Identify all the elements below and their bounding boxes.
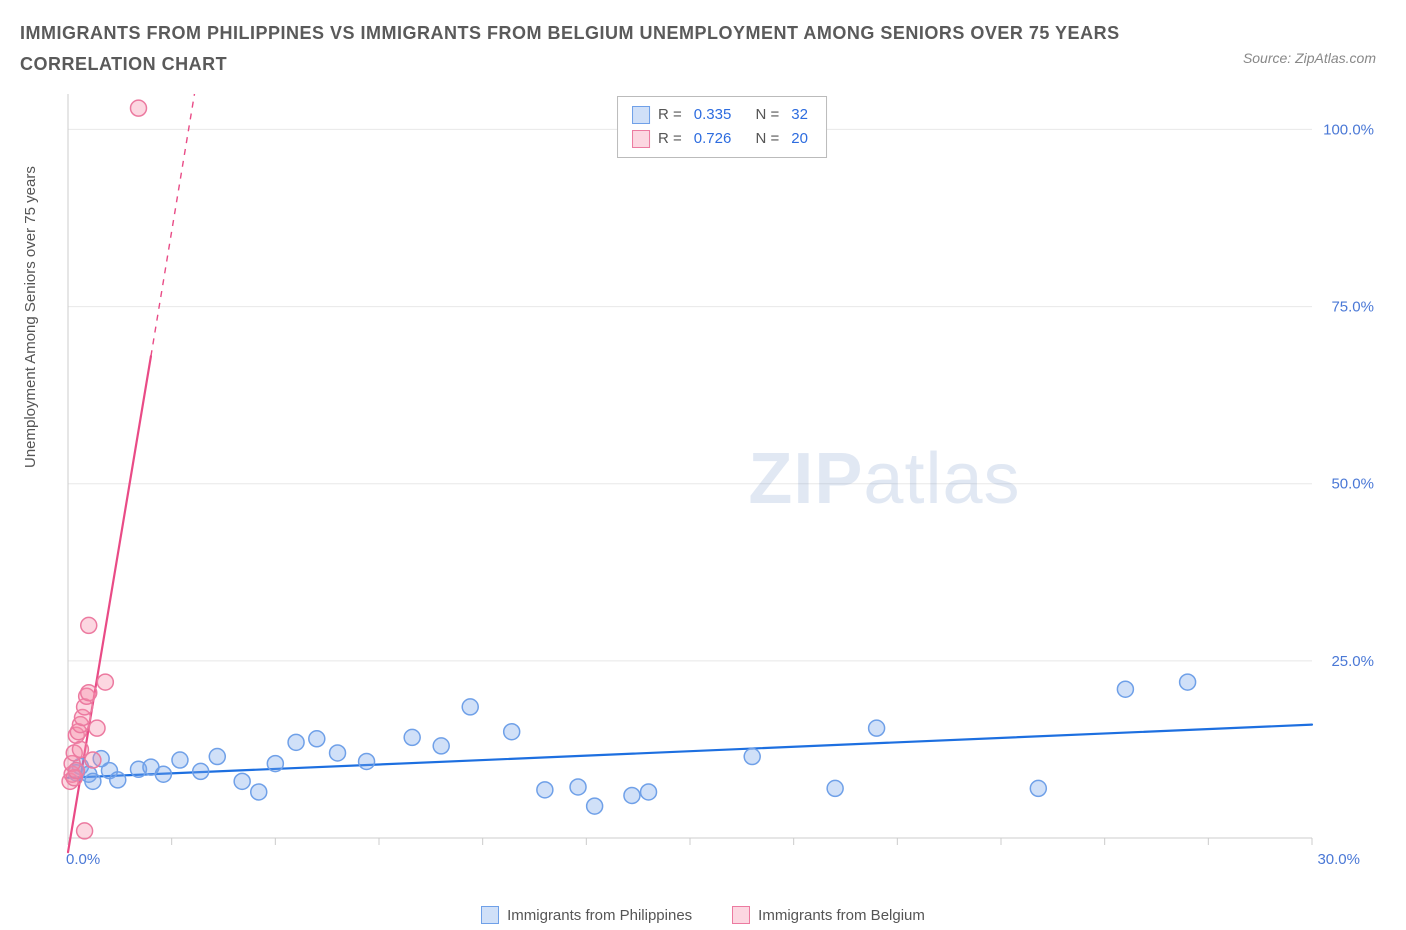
legend-label-belgium: Immigrants from Belgium — [758, 907, 925, 924]
legend-item-philippines: Immigrants from Philippines — [481, 906, 692, 924]
n-label: N = — [756, 127, 780, 151]
swatch-belgium — [632, 130, 650, 148]
scatter-plot: 25.0% 50.0% 75.0% 100.0% 0.0% 30.0% R = 0.335… — [62, 90, 1382, 880]
svg-text:100.0%: 100.0% — [1323, 121, 1374, 138]
svg-text:50.0%: 50.0% — [1331, 476, 1374, 493]
y-axis-label: Unemployment Among Seniors over 75 years — [22, 166, 39, 468]
series-legend: Immigrants from Philippines Immigrants f… — [0, 906, 1406, 924]
swatch-belgium — [732, 906, 750, 924]
r-label: R = — [658, 103, 682, 127]
legend-item-belgium: Immigrants from Belgium — [732, 906, 925, 924]
chart-header: IMMIGRANTS FROM PHILIPPINES VS IMMIGRANT… — [0, 0, 1406, 85]
legend-row-belgium: R = 0.726 N = 20 — [632, 127, 812, 151]
chart-title-line1: IMMIGRANTS FROM PHILIPPINES VS IMMIGRANT… — [20, 18, 1386, 49]
legend-row-philippines: R = 0.335 N = 32 — [632, 103, 812, 127]
svg-text:25.0%: 25.0% — [1331, 653, 1374, 670]
n-value-philippines: 32 — [791, 103, 808, 127]
svg-text:0.0%: 0.0% — [66, 851, 100, 868]
plot-svg: 25.0% 50.0% 75.0% 100.0% 0.0% 30.0% — [62, 90, 1382, 880]
legend-label-philippines: Immigrants from Philippines — [507, 907, 692, 924]
source-attribution: Source: ZipAtlas.com — [1243, 50, 1376, 66]
swatch-philippines — [481, 906, 499, 924]
n-label: N = — [756, 103, 780, 127]
svg-text:75.0%: 75.0% — [1331, 299, 1374, 316]
r-label: R = — [658, 127, 682, 151]
chart-title-line2: CORRELATION CHART — [20, 49, 1386, 80]
chart-area: Unemployment Among Seniors over 75 years… — [0, 88, 1406, 930]
n-value-belgium: 20 — [791, 127, 808, 151]
r-value-belgium: 0.726 — [694, 127, 732, 151]
correlation-legend: R = 0.335 N = 32 R = 0.726 N = 20 — [617, 96, 827, 158]
r-value-philippines: 0.335 — [694, 103, 732, 127]
swatch-philippines — [632, 106, 650, 124]
svg-text:30.0%: 30.0% — [1317, 851, 1360, 868]
